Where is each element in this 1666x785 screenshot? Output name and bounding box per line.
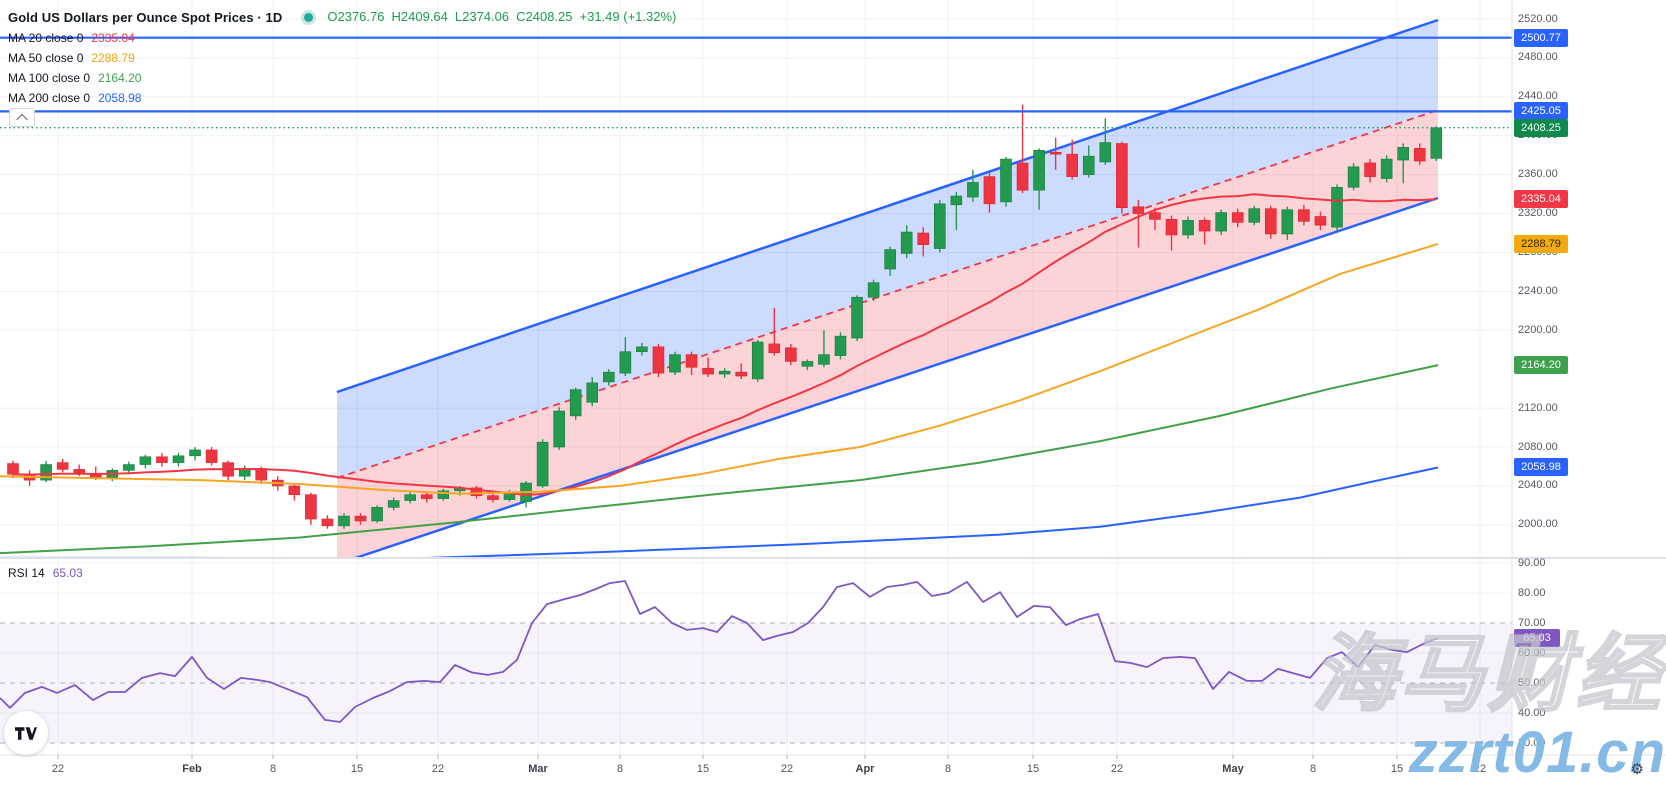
ma20-label: MA 20 close 0 <box>8 31 84 45</box>
time-axis-tick-15: 15 <box>696 763 710 775</box>
price-axis-tick: 2200.00 <box>1518 323 1558 336</box>
ma20-value: 2335.04 <box>91 31 135 45</box>
ma50-legend-row[interactable]: MA 50 close 0 2288.79 <box>8 48 683 68</box>
price-axis-tick: 2040.00 <box>1518 479 1558 492</box>
parallel-channel-drawing[interactable] <box>336 18 1439 564</box>
rsi-pane <box>0 580 1512 744</box>
time-axis-tick-Mar: Mar <box>528 763 548 775</box>
symbol-title: Gold US Dollars per Ounce Spot Prices · … <box>8 9 283 25</box>
price-axis-tick: 2440.00 <box>1518 90 1558 103</box>
ma100-legend-row[interactable]: MA 100 close 0 2164.20 <box>8 68 683 88</box>
rsi-axis-tick: 90.00 <box>1518 556 1546 569</box>
horizontal-lines-layer[interactable] <box>0 36 1512 129</box>
candles-layer <box>7 104 1443 529</box>
moving-averages-layer <box>0 193 1439 558</box>
time-axis-tick-8: 8 <box>269 763 277 775</box>
axis-badge-2335.04: 2335.04 <box>1514 189 1568 208</box>
axis-badge-2288.79: 2288.79 <box>1514 234 1568 253</box>
time-axis-tick-Feb: Feb <box>182 763 202 775</box>
price-axis-tick: 2240.00 <box>1518 284 1558 297</box>
pane-separators[interactable] <box>0 0 1666 759</box>
time-axis-tick-22: 22 <box>1473 763 1487 775</box>
time-axis-tick-22: 22 <box>431 763 445 775</box>
axis-badge-2408.25: 2408.25 <box>1514 118 1568 137</box>
price-axis-tick: 2360.00 <box>1518 168 1558 181</box>
tradingview-logo[interactable] <box>4 711 48 755</box>
rsi-axis-tick: 30.00 <box>1518 736 1546 749</box>
ma100-label: MA 100 close 0 <box>8 71 91 85</box>
time-axis-tick-8: 8 <box>944 763 952 775</box>
ma100-value: 2164.20 <box>98 71 142 85</box>
rsi-axis-tick: 50.00 <box>1518 676 1546 689</box>
chevron-up-icon <box>16 113 28 125</box>
rsi-axis-tick: 40.00 <box>1518 706 1546 719</box>
symbol-title-row[interactable]: Gold US Dollars per Ounce Spot Prices · … <box>8 6 683 28</box>
market-status-icon[interactable] <box>304 12 314 22</box>
price-axis-tick: 2120.00 <box>1518 401 1558 414</box>
time-axis-tick-22: 22 <box>1110 763 1124 775</box>
ma200-value: 2058.98 <box>98 91 142 105</box>
ohlc-values: O2376.76 H2409.64 L2374.06 C2408.25 +31.49 (… <box>327 8 683 26</box>
price-axis-tick: 2480.00 <box>1518 51 1558 64</box>
change-value: +31.49 (+1.32%) <box>579 9 677 24</box>
axis-badge-2058.98: 2058.98 <box>1514 458 1568 477</box>
time-axis-tick-8: 8 <box>1309 763 1317 775</box>
rsi-label: RSI 14 <box>8 566 45 580</box>
time-axis-tick-22: 22 <box>780 763 794 775</box>
time-axis-tick-15: 15 <box>1026 763 1040 775</box>
ma20-legend-row[interactable]: MA 20 close 0 2335.04 <box>8 28 683 48</box>
axis-badge-2425.05: 2425.05 <box>1514 102 1568 121</box>
ma200-label: MA 200 close 0 <box>8 91 91 105</box>
rsi-value: 65.03 <box>52 566 83 580</box>
time-axis-tick-May: May <box>1222 763 1244 775</box>
time-axis-tick-Apr: Apr <box>855 763 875 775</box>
axis-badge-2164.20: 2164.20 <box>1514 356 1568 375</box>
price-axis-tick: 2520.00 <box>1518 12 1558 25</box>
rsi-legend-row[interactable]: RSI 14 65.03 <box>8 566 83 580</box>
price-pane <box>0 18 1443 564</box>
time-axis-tick-15: 15 <box>1390 763 1404 775</box>
time-axis-tick-8: 8 <box>616 763 624 775</box>
gear-icon[interactable]: ⚙ <box>1630 761 1644 778</box>
collapse-legend-button[interactable] <box>9 108 35 127</box>
ma50-value: 2288.79 <box>91 51 135 65</box>
tv-logo-icon <box>15 726 37 740</box>
rsi-axis-tick: 60.00 <box>1518 646 1546 659</box>
rsi-axis-tick: 80.00 <box>1518 586 1546 599</box>
time-axis-tick-22: 22 <box>51 763 65 775</box>
ma200-legend-row[interactable]: MA 200 close 0 2058.98 <box>8 88 683 108</box>
axis-badge-65.03: 65.03 <box>1514 628 1560 647</box>
price-axis-tick: 2000.00 <box>1518 518 1558 531</box>
time-axis-tick-29: 29 <box>1555 763 1569 775</box>
price-axis-tick: 2320.00 <box>1518 207 1558 220</box>
close-value: C2408.25 <box>516 9 573 24</box>
axis-badge-2500.77: 2500.77 <box>1514 28 1568 47</box>
price-axis-tick: 2080.00 <box>1518 440 1558 453</box>
time-axis-tick-15: 15 <box>350 763 364 775</box>
legend-panel: Gold US Dollars per Ounce Spot Prices · … <box>8 6 683 108</box>
high-value: H2409.64 <box>391 9 448 24</box>
rsi-axis-tick: 70.00 <box>1518 616 1546 629</box>
open-value: O2376.76 <box>327 9 385 24</box>
low-value: L2374.06 <box>454 9 510 24</box>
ma50-label: MA 50 close 0 <box>8 51 84 65</box>
